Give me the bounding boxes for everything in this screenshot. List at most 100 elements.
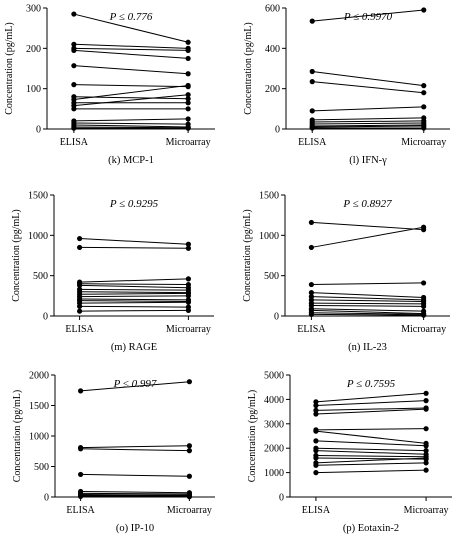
panel-caption: (p) Eotaxin-2 [343,523,399,534]
data-point-microarray [423,448,429,454]
pair-line [73,49,189,59]
x-tick-label-elisa: ELISA [60,137,89,148]
series-pair [313,460,429,468]
y-tick-label: 500 [264,271,279,282]
series-pair [313,438,429,449]
series-pair [71,82,191,90]
data-point-microarray [185,293,191,299]
x-tick-label-elisa: ELISA [302,505,331,516]
y-axis-title: Concentration (pg/mL) [242,209,253,301]
y-axis-title: Concentration (pg/mL) [11,209,22,301]
series-pair [77,244,191,251]
pair-line [80,494,190,496]
pair-line [73,47,189,51]
series-pair [71,47,191,62]
y-tick-label: 2000 [264,444,284,455]
series-pair [309,7,427,24]
series-pair [313,467,429,476]
pair-line [312,81,424,94]
data-point-microarray [185,47,191,53]
pair-line [312,117,424,121]
x-tick-label-elisa: ELISA [66,505,95,516]
y-axis-title: Concentration (pg/mL) [4,22,15,114]
pair-line [311,308,424,312]
data-point-microarray [185,100,191,106]
data-point-elisa [313,448,319,454]
pair-line [312,120,424,123]
data-point-elisa [313,402,319,409]
pair-line [73,94,189,107]
series-pair [309,79,427,96]
series-pair [309,125,427,131]
data-point-elisa [78,493,84,499]
p-value-annotation: P ≤ 0.8927 [342,198,392,210]
pair-line [312,122,424,125]
y-tick-label: 0 [36,125,41,136]
data-point-microarray [421,90,427,96]
pair-line [79,238,189,245]
series-pair [313,390,429,405]
y-tick-label: 100 [26,84,41,95]
pair-line [79,305,189,308]
series-pair [77,307,191,314]
pair-line [73,84,189,101]
series-pair [71,92,191,109]
panel-3: 0 500 1000 1500 ELISA Microarray Concentration… [11,191,214,353]
data-point-elisa [313,455,319,461]
data-point-elisa [71,41,77,47]
pair-line [73,84,189,88]
data-point-microarray [186,494,192,500]
pair-line [73,13,189,43]
pair-line [315,400,427,406]
data-point-elisa [71,125,77,131]
y-axis-title: Concentration (pg/mL) [243,22,254,114]
pair-line [79,278,189,283]
pair-line [79,284,189,289]
data-point-elisa [78,388,84,394]
pair-line [311,292,424,298]
x-tick-label-microarray: Microarray [404,505,449,516]
series-pair [309,104,427,114]
data-point-elisa [308,244,314,251]
series-pair [309,68,427,89]
pair-line [311,299,424,302]
pair-line [73,65,189,75]
pair-line [315,457,427,464]
pair-line [315,469,427,474]
data-point-microarray [185,55,191,62]
y-tick-label: 1500 [29,401,49,412]
series-pair [71,116,191,124]
series-pair [77,235,191,247]
data-point-microarray [185,125,191,131]
data-point-microarray [421,280,427,286]
pair-line [315,392,427,403]
pair-line [79,283,189,286]
pair-line [315,430,427,444]
y-tick-label: 500 [33,271,48,282]
y-tick-label: 0 [44,493,49,504]
data-point-elisa [71,47,77,53]
data-point-elisa [71,106,77,112]
data-point-elisa [77,308,83,314]
data-point-microarray [185,245,191,251]
pair-line [315,407,427,411]
panel-4: 0 500 1000 1500 ELISA Microarray Concentration… [242,191,450,353]
y-tick-label: 0 [275,125,280,136]
series-pair [313,398,429,409]
data-point-microarray [185,82,191,89]
data-point-elisa [71,11,77,17]
y-tick-label: 1000 [29,432,49,443]
pair-line [315,447,427,452]
p-value-annotation: P ≤ 0.7595 [346,378,396,390]
series-pair [71,125,191,131]
pair-line [73,126,189,129]
data-point-elisa [313,462,319,468]
pair-line [79,309,189,312]
series-pair [78,471,192,479]
series-pair [77,303,191,310]
data-point-elisa [308,281,314,288]
pair-line [311,312,424,315]
data-point-microarray [185,96,191,102]
data-point-elisa [313,407,319,413]
